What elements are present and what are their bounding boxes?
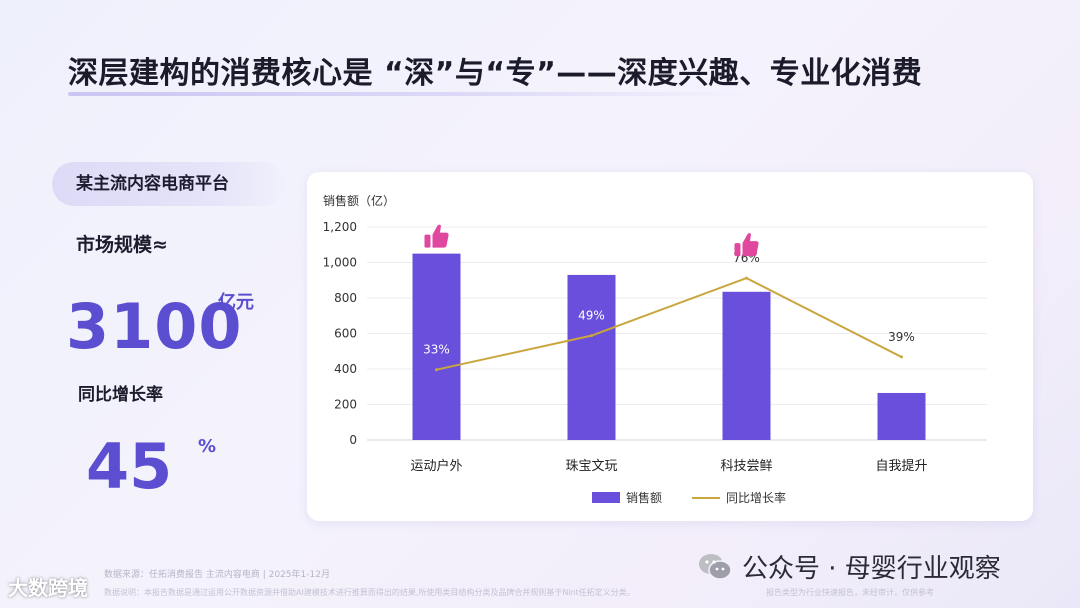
growth-rate-point (900, 355, 903, 359)
page-title: 深层建构的消费核心是 “深”与“专”——深度兴趣、专业化消费 (68, 56, 923, 91)
x-tick-label: 运动户外 (410, 458, 462, 474)
growth-rate-point (745, 276, 748, 280)
growth-rate-data-label: 39% (888, 330, 915, 344)
legend-label-line: 同比增长率 (726, 490, 786, 505)
growth-rate-line (436, 277, 902, 371)
y-axis-title: 销售额（亿） (323, 193, 395, 208)
market-size-label: 市场规模≈ (76, 234, 168, 256)
data-source: 数据来源：任拓消费报告 主流内容电商 | 2025年1-12月 (104, 570, 330, 580)
thumbs-up-icon (734, 233, 759, 257)
bar-4 (877, 392, 926, 440)
growth-rate-label: 同比增长率 (78, 385, 163, 405)
x-tick-label: 科技尝鲜 (720, 459, 772, 474)
legend-swatch-bar (592, 492, 620, 503)
y-tick-label: 200 (334, 398, 357, 412)
growth-rate-data-label: 49% (578, 309, 605, 323)
report-note: 报告类型为行业快速报告，未经审计，仅供参考 (766, 588, 934, 597)
x-tick-label: 珠宝文玩 (565, 459, 617, 474)
y-tick-label: 800 (334, 291, 357, 305)
growth-rate-point (435, 368, 438, 372)
y-tick-label: 600 (334, 327, 357, 341)
wechat-icon (699, 553, 732, 580)
growth-rate-value: 45 (86, 430, 173, 503)
bar-3 (722, 291, 771, 440)
y-tick-label: 1,200 (323, 220, 357, 234)
x-tick-label: 自我提升 (875, 458, 927, 474)
market-size-unit: 亿元 (218, 292, 254, 313)
bar-2 (567, 274, 616, 440)
bar-1 (412, 253, 461, 440)
wechat-account-name: 公众号 · 母婴行业观察 (742, 554, 1001, 584)
sales-chart: 销售额（亿） 0 200 400 600 800 1,000 1,200 运动户外 珠宝文玩 科技尝… (323, 193, 987, 505)
legend-label-bar: 销售额 (626, 490, 662, 505)
growth-rate-point (590, 334, 593, 338)
data-disclaimer: 数据说明：本报告数据是通过运用公开数据资源并借助AI建模技术进行推算而得出的结果… (104, 588, 635, 597)
growth-rate-data-label: 33% (423, 343, 450, 357)
platform-label: 某主流内容电商平台 (52, 162, 284, 206)
title-underline (68, 92, 748, 96)
market-size-value: 3100 (66, 290, 243, 363)
thumbs-up-icon (424, 224, 449, 248)
y-tick-label: 1,000 (323, 256, 357, 270)
wechat-account: 公众号 · 母婴行业观察 (698, 548, 1001, 585)
y-tick-label: 400 (334, 362, 357, 376)
y-tick-label: 0 (349, 433, 357, 447)
growth-rate-unit: % (198, 436, 217, 457)
corner-logo: 大数跨境 (8, 576, 88, 600)
chart-card: 销售额（亿） 0 200 400 600 800 1,000 1,200 运动户外 珠宝文玩 科技尝… (307, 172, 1033, 521)
